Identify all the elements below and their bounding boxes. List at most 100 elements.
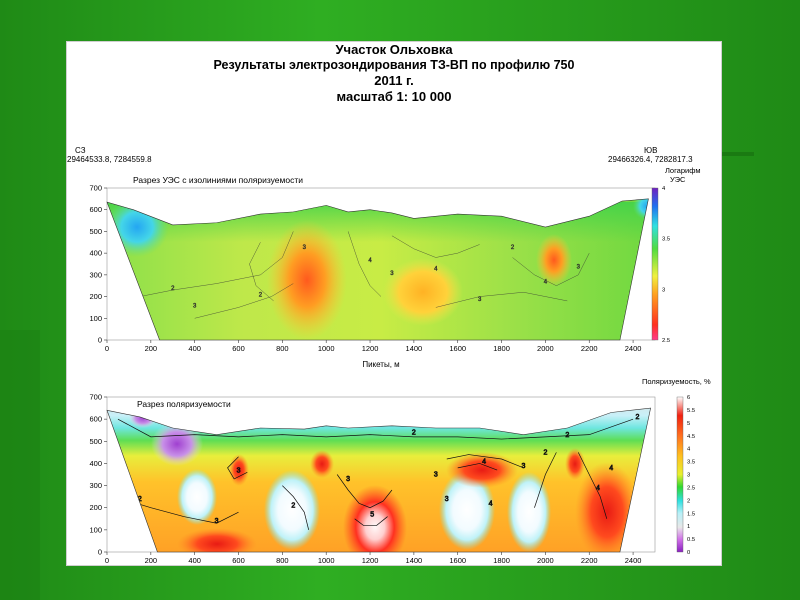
isoline <box>227 456 248 480</box>
figure-title-1: Участок Ольховка <box>335 42 453 57</box>
x-tick-label: 2200 <box>581 556 598 565</box>
isoline-label: 2 <box>565 432 569 439</box>
figure-title-4: масштаб 1: 10 000 <box>336 89 452 104</box>
anomaly-1200-core <box>343 485 407 552</box>
anomaly-500-deep <box>177 528 257 552</box>
x-tick-label: 1000 <box>318 344 335 353</box>
polarizability-section-title: Разрез поляризуемости <box>137 399 231 409</box>
x-tick-label: 0 <box>105 556 109 565</box>
isoline-label: 3 <box>577 264 581 270</box>
anomaly-2000 <box>536 234 572 286</box>
y-tick-label: 700 <box>89 393 102 402</box>
x-tick-label: 400 <box>188 344 201 353</box>
x-tick-label: 1200 <box>362 344 379 353</box>
isoline-label: 4 <box>368 258 372 264</box>
low-zone-450 <box>177 469 217 525</box>
isoline-label: 4 <box>434 267 438 273</box>
x-tick-label: 600 <box>232 344 245 353</box>
isoline <box>391 235 480 258</box>
x-tick-label: 2400 <box>625 556 642 565</box>
isoline-label: 2 <box>543 450 547 457</box>
y-tick-label: 300 <box>89 270 102 279</box>
colorbar-tick-label: 3.5 <box>662 237 670 243</box>
isoline <box>446 454 524 469</box>
colorbar-tick-label: 4.5 <box>687 434 695 440</box>
isoline <box>435 291 568 308</box>
isoline-label: 3 <box>215 518 219 525</box>
isoline-label: 4 <box>482 458 486 465</box>
figure-title-3: 2011 г. <box>374 73 414 88</box>
colorbar-tick-label: 2.5 <box>662 338 670 344</box>
isoline-label: 3 <box>237 467 241 474</box>
anomaly-2100 <box>565 448 585 480</box>
right-corner-label: ЮВ <box>644 146 658 155</box>
colorbar-tick-label: 4 <box>687 447 691 453</box>
x-tick-label: 2400 <box>625 344 642 353</box>
colorbar-tick-label: 3.5 <box>687 460 695 466</box>
x-tick-label: 1400 <box>406 556 423 565</box>
isoline <box>347 231 382 297</box>
decor-block <box>0 330 40 600</box>
colorbar1-title-2: УЭС <box>670 175 686 184</box>
colorbar-resistivity <box>651 187 659 341</box>
x-tick-label: 1400 <box>406 344 423 353</box>
x-tick-label: 1000 <box>318 556 335 565</box>
x-tick-label: 1600 <box>449 344 466 353</box>
resistivity-section-title: Разрез УЭС с изолиниями поляризуемости <box>133 175 303 185</box>
colorbar2-title: Поляризуемость, % <box>642 377 711 386</box>
x-tick-label: 2200 <box>581 344 598 353</box>
anomaly-600 <box>229 454 249 486</box>
y-tick-label: 600 <box>89 205 102 214</box>
isoline <box>336 474 393 509</box>
isoline-label: 3 <box>445 496 449 503</box>
isoline-label: 2 <box>511 245 515 251</box>
right-corner-coords: 29466326.4, 7282817.3 <box>608 155 693 164</box>
colorbar-tick-label: 3 <box>687 473 690 479</box>
isoline-label: 3 <box>193 303 197 309</box>
x-tick-label: 2000 <box>537 556 554 565</box>
isoline <box>512 253 590 286</box>
x-tick-label: 0 <box>105 344 109 353</box>
x-tick-label: 800 <box>276 344 289 353</box>
colorbar-tick-label: 2 <box>687 498 690 504</box>
isoline <box>457 463 498 471</box>
isoline <box>354 516 388 526</box>
isoline-label: 4 <box>489 501 493 508</box>
isoline-label: 3 <box>434 472 438 479</box>
isoline-label: 3 <box>346 476 350 483</box>
colorbar-polarizability <box>676 396 684 553</box>
anomaly-1700 <box>446 452 518 488</box>
y-tick-label: 400 <box>89 249 102 258</box>
isoline-label: 4 <box>609 465 613 472</box>
y-tick-label: 0 <box>98 336 102 345</box>
anomaly-conductive-900 <box>267 220 347 340</box>
y-tick-label: 0 <box>98 548 102 557</box>
y-tick-label: 100 <box>89 314 102 323</box>
left-corner-label: СЗ <box>75 146 86 155</box>
colorbar-tick-label: 6 <box>687 395 690 401</box>
y-tick-label: 100 <box>89 525 102 534</box>
isoline-label: 2 <box>291 503 295 510</box>
colorbar-tick-label: 2.5 <box>687 485 695 491</box>
low-zone-850 <box>264 470 320 550</box>
polarizability-section: Разрез поляризуемости 2 2 2 3 3 2 4 5 2 3 4 4 3 2 4 3 2 3 <box>89 377 710 565</box>
isoline-label: 3 <box>522 463 526 470</box>
isoline-label: 3 <box>478 297 482 303</box>
isoline-label: 2 <box>636 414 640 421</box>
isoline-label: 2 <box>259 293 263 299</box>
colorbar-tick-label: 1 <box>687 524 690 530</box>
isoline-label: 2 <box>138 496 142 503</box>
sections-chart: Разрез УЭС с изолиниями поляризуемости 2… <box>89 166 710 565</box>
x-tick-label: 1600 <box>449 556 466 565</box>
x-tick-label: 800 <box>276 556 289 565</box>
isoline-label: 4 <box>596 485 600 492</box>
isoline <box>577 452 608 519</box>
isoline-label: 2 <box>171 286 175 292</box>
x-tick-label: 2000 <box>537 344 554 353</box>
isoline <box>249 242 274 302</box>
y-tick-label: 200 <box>89 503 102 512</box>
x-tick-label: 400 <box>188 556 201 565</box>
isoline <box>194 283 294 319</box>
low-zone-1550 <box>439 470 495 550</box>
isoline <box>139 231 294 297</box>
